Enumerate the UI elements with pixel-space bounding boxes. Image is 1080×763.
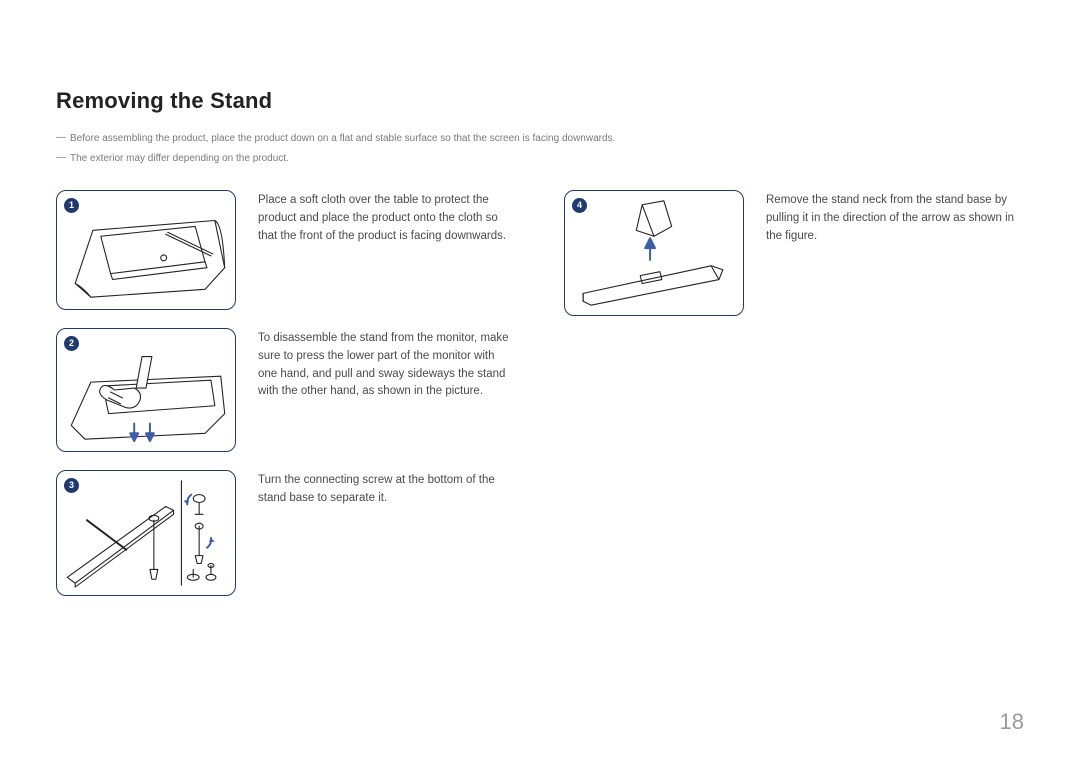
note-line: The exterior may differ depending on the… <box>56 152 1024 166</box>
step-row: 4 <box>564 190 1024 316</box>
step-number-badge: 1 <box>64 198 79 213</box>
page-title: Removing the Stand <box>56 88 1024 114</box>
separate-neck-icon <box>565 191 743 315</box>
step-row: 2 <box>56 328 516 452</box>
step-illustration: 2 <box>56 328 236 452</box>
step-row: 1 <box>56 190 516 310</box>
step-number-badge: 3 <box>64 478 79 493</box>
step-text: Turn the connecting screw at the bottom … <box>258 470 516 508</box>
step-number-badge: 2 <box>64 336 79 351</box>
left-column: 1 <box>56 190 516 596</box>
unscrew-base-icon <box>57 471 235 595</box>
monitor-on-cloth-icon <box>57 191 235 309</box>
manual-page: Removing the Stand Before assembling the… <box>0 0 1080 763</box>
right-column: 4 <box>564 190 1024 596</box>
step-illustration: 1 <box>56 190 236 310</box>
step-text: To disassemble the stand from the monito… <box>258 328 516 401</box>
step-number-badge: 4 <box>572 198 587 213</box>
step-row: 3 <box>56 470 516 596</box>
step-illustration: 3 <box>56 470 236 596</box>
step-text: Place a soft cloth over the table to pro… <box>258 190 516 245</box>
note-line: Before assembling the product, place the… <box>56 132 1024 146</box>
hand-pull-stand-icon <box>57 329 235 451</box>
page-number: 18 <box>1000 709 1024 735</box>
steps-columns: 1 <box>56 190 1024 596</box>
step-illustration: 4 <box>564 190 744 316</box>
step-text: Remove the stand neck from the stand bas… <box>766 190 1024 245</box>
